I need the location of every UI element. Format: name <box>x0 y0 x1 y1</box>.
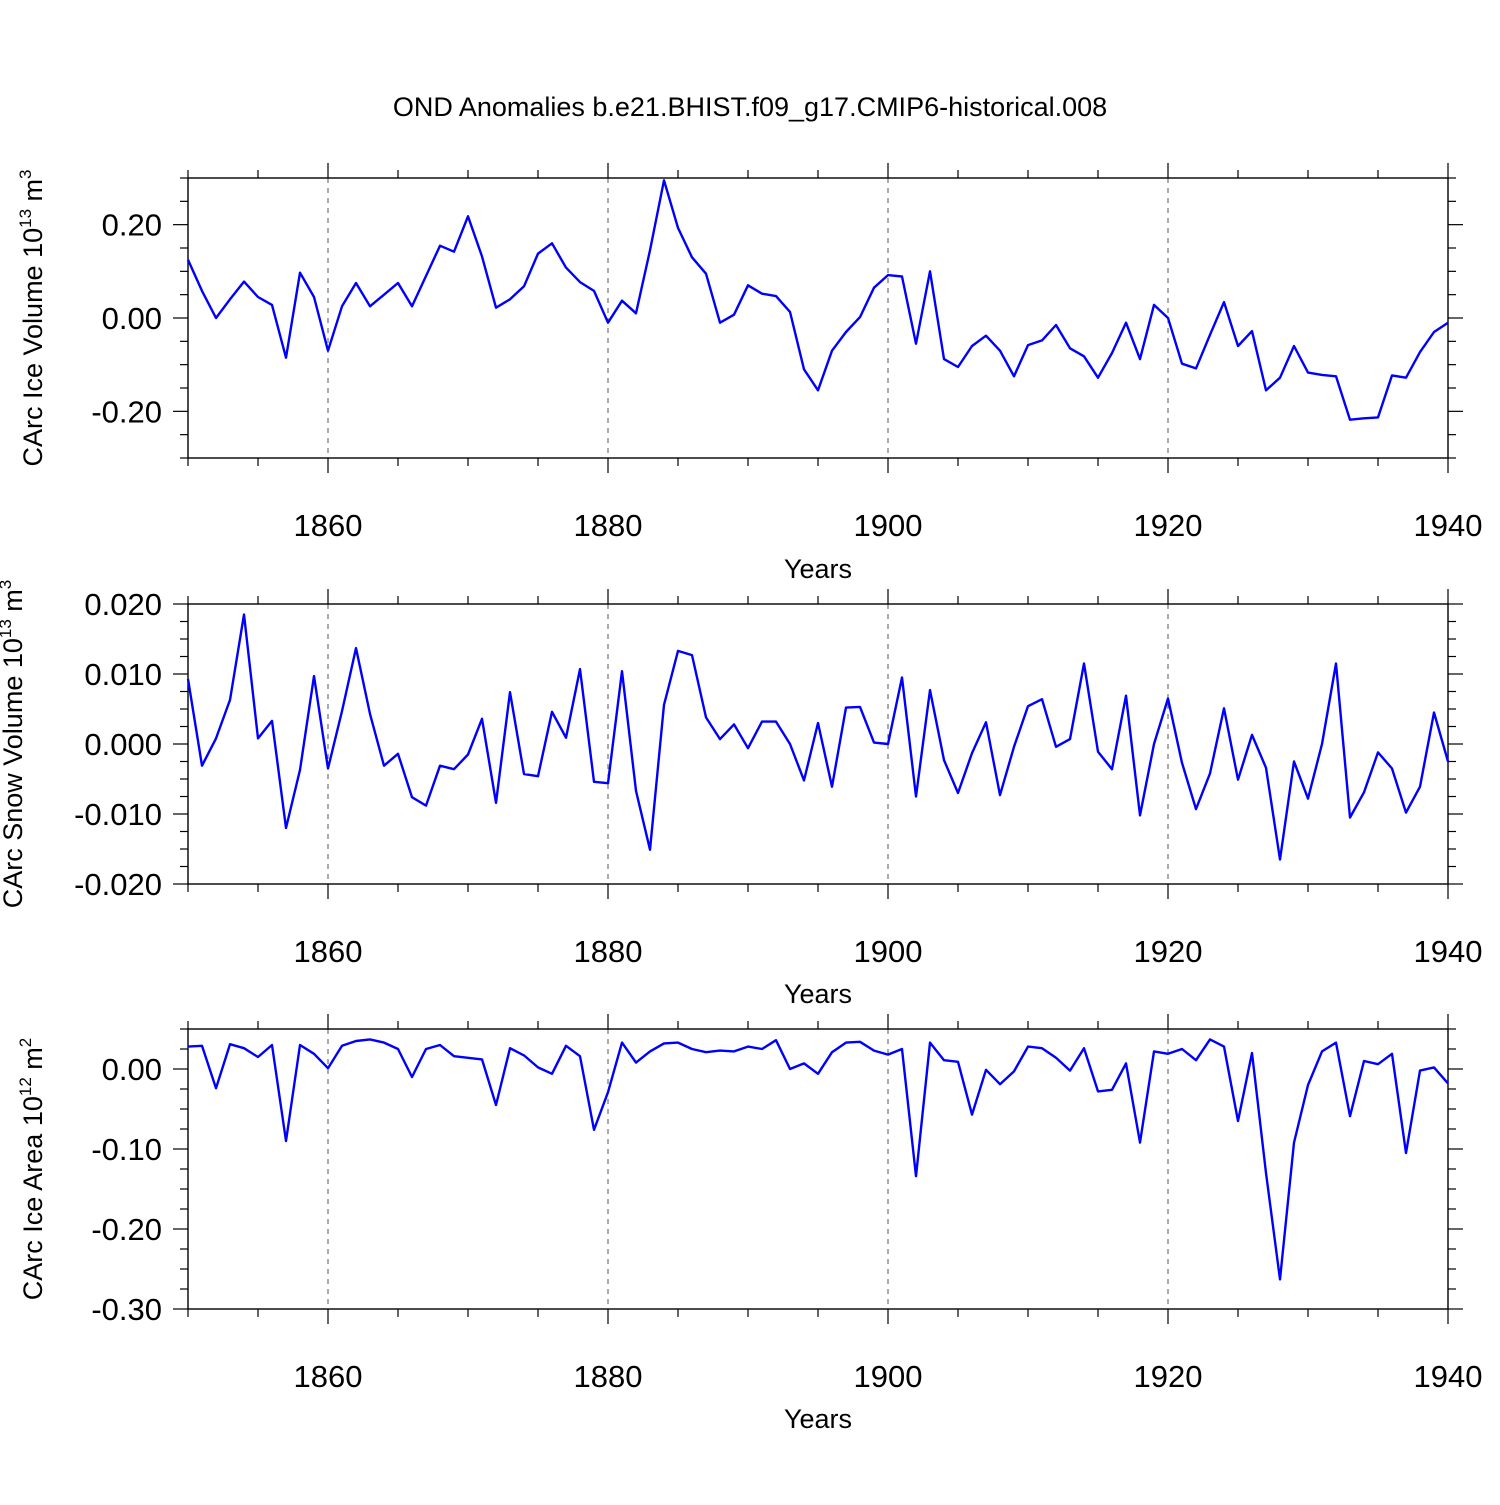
y-tick-labels: 0.20 0.00 -0.20 <box>91 208 162 430</box>
x-tick-labels: 1860 1880 1900 1920 1940 <box>294 1359 1483 1394</box>
y-axis-title: CArc Ice Volume 1013 m3 <box>16 169 48 466</box>
x-tick-labels: 1860 1880 1900 1920 1940 <box>294 934 1483 969</box>
x-tick-labels: 1860 1880 1900 1920 1940 <box>294 508 1483 543</box>
plot-frame <box>187 603 1449 885</box>
plot-frame <box>187 1028 1449 1310</box>
series-line-snow-volume <box>186 613 1450 861</box>
y-tick-label: -0.10 <box>91 1132 162 1167</box>
panel-ice-volume: 0.20 0.00 -0.20 1860 1880 1900 1920 1940 Years… <box>16 163 1482 584</box>
x-tick-label: 1900 <box>854 934 923 969</box>
y-tick-label: 0.00 <box>102 1052 162 1087</box>
gridlines <box>327 1029 1169 1309</box>
ticks <box>173 1014 1463 1324</box>
x-tick-label: 1860 <box>294 508 363 543</box>
x-tick-label: 1880 <box>574 1359 643 1394</box>
gridlines <box>327 178 1169 458</box>
y-tick-label: -0.30 <box>91 1292 162 1327</box>
x-tick-label: 1860 <box>294 1359 363 1394</box>
y-tick-label: 0.20 <box>102 208 162 243</box>
y-tick-label: -0.010 <box>74 797 162 832</box>
x-tick-label: 1900 <box>854 508 923 543</box>
y-tick-label: 0.000 <box>84 727 162 762</box>
y-tick-label: -0.20 <box>91 394 162 429</box>
x-axis-title: Years <box>784 979 852 1009</box>
y-axis-title: CArc Ice Area 1012 m2 <box>16 1038 48 1301</box>
x-tick-label: 1920 <box>1134 508 1203 543</box>
x-tick-label: 1900 <box>854 1359 923 1394</box>
y-tick-label: 0.020 <box>84 587 162 622</box>
panel-ice-area: 0.00 -0.10 -0.20 -0.30 1860 1880 1900 1920 1940… <box>16 1014 1482 1434</box>
y-tick-label: 0.010 <box>84 657 162 692</box>
x-tick-label: 1940 <box>1414 934 1483 969</box>
x-tick-label: 1880 <box>574 508 643 543</box>
x-tick-label: 1860 <box>294 934 363 969</box>
gridlines <box>327 604 1169 884</box>
ticks <box>173 589 1463 899</box>
series-line-ice-area <box>187 1038 1449 1281</box>
x-tick-label: 1940 <box>1414 508 1483 543</box>
series-line-ice-volume <box>186 179 1449 421</box>
y-tick-label: -0.20 <box>91 1212 162 1247</box>
panel-snow-volume: 0.020 0.010 0.000 -0.010 -0.020 1860 1880 1900… <box>0 580 1482 1009</box>
x-axis-title: Years <box>784 554 852 584</box>
y-tick-labels: 0.00 -0.10 -0.20 -0.30 <box>91 1052 162 1327</box>
x-axis-title: Years <box>784 1404 852 1434</box>
chart-title: OND Anomalies b.e21.BHIST.f09_g17.CMIP6-… <box>393 92 1107 122</box>
y-tick-label: -0.020 <box>74 867 162 902</box>
ticks <box>173 163 1463 473</box>
y-axis-title: CArc Snow Volume 1013 m3 <box>0 580 28 909</box>
y-tick-label: 0.00 <box>102 301 162 336</box>
x-tick-label: 1880 <box>574 934 643 969</box>
x-tick-label: 1940 <box>1414 1359 1483 1394</box>
y-tick-labels: 0.020 0.010 0.000 -0.010 -0.020 <box>74 587 162 902</box>
x-tick-label: 1920 <box>1134 1359 1203 1394</box>
plot-frame <box>187 177 1449 459</box>
x-tick-label: 1920 <box>1134 934 1203 969</box>
